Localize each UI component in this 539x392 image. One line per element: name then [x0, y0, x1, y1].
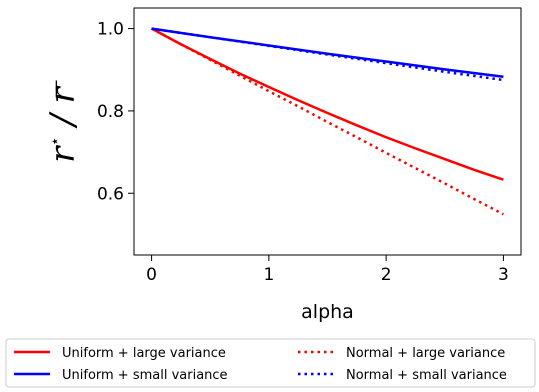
legend: Uniform + large variance Normal + large v…	[14, 346, 507, 383]
series-lines	[151, 27, 504, 216]
series-line-1	[151, 27, 504, 181]
plot-area	[133, 7, 522, 256]
svg-text:r⋆ / r: r⋆ / r	[43, 85, 83, 162]
x-tick-label: 3	[498, 265, 509, 285]
y-label-separator: /	[43, 103, 83, 136]
legend-label-3: Normal + large variance	[346, 346, 505, 361]
y-label-r-bar: r	[43, 85, 83, 103]
y-label-r-star: r	[43, 145, 83, 163]
legend-box	[5, 338, 536, 388]
y-axis-label: r⋆ / r _	[18, 81, 83, 163]
legend-label-2: Uniform + small variance	[62, 368, 228, 383]
y-tick-label: 1.0	[97, 20, 124, 40]
y-label-star: ⋆	[45, 137, 64, 147]
legend-label-1: Uniform + large variance	[62, 346, 226, 361]
series-line-4	[151, 27, 504, 82]
x-tick-label: 1	[263, 265, 274, 285]
x-tick-label: 0	[146, 265, 157, 285]
y-label-overbar: _	[18, 81, 58, 98]
series-line-3	[151, 27, 504, 216]
x-tick-label: 2	[381, 265, 392, 285]
legend-label-4: Normal + small variance	[346, 368, 507, 383]
x-axis-label: alpha	[301, 301, 354, 323]
y-tick-label: 0.6	[97, 184, 124, 204]
y-tick-label: 0.8	[97, 102, 124, 122]
y-axis-ticks: 0.6 0.8 1.0	[97, 20, 134, 204]
x-axis-ticks: 0 1 2 3	[146, 255, 509, 285]
